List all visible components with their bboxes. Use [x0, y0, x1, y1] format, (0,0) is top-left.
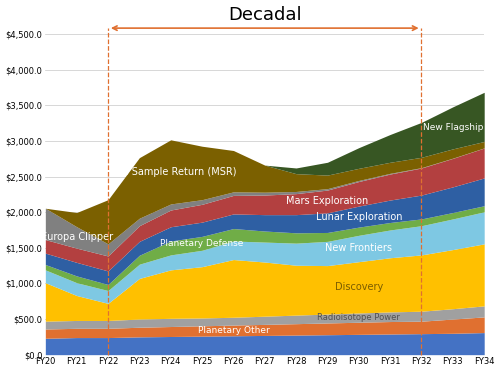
- Text: New Frontiers: New Frontiers: [326, 244, 392, 253]
- Text: Planetary Other: Planetary Other: [198, 326, 270, 335]
- Text: New Flagship: New Flagship: [422, 124, 483, 132]
- Text: Lunar Exploration: Lunar Exploration: [316, 212, 402, 222]
- Text: Planetary Defense: Planetary Defense: [160, 239, 244, 248]
- Text: Discovery: Discovery: [334, 282, 383, 292]
- Text: Europa Clipper: Europa Clipper: [40, 232, 113, 243]
- Text: Radioisotope Power: Radioisotope Power: [318, 313, 400, 322]
- Text: Mars Exploration: Mars Exploration: [286, 196, 368, 206]
- Text: R&A: R&A: [380, 342, 400, 351]
- Text: Mars Sample Return (MSR): Mars Sample Return (MSR): [105, 167, 236, 177]
- Text: Decadal: Decadal: [228, 6, 302, 24]
